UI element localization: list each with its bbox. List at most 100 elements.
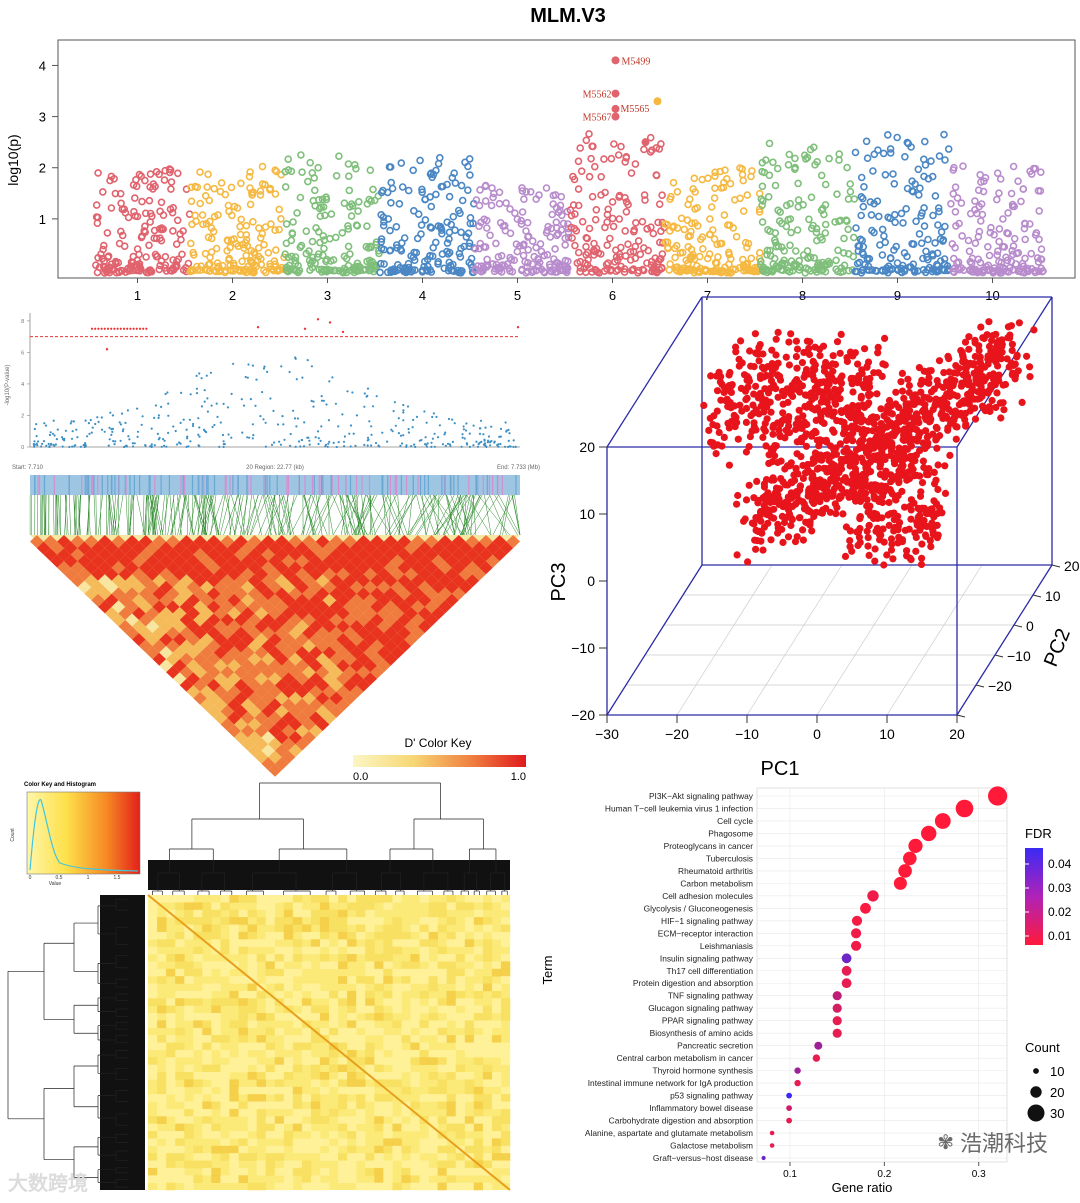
pca-point	[762, 508, 769, 515]
ld-top-point	[133, 328, 135, 330]
manhattan-point	[860, 204, 866, 210]
ld-point	[500, 428, 502, 430]
manhattan-point	[299, 169, 305, 175]
pca-point	[819, 437, 826, 444]
ld-snp-tick	[401, 475, 402, 495]
ld-point	[218, 446, 220, 448]
pca-point	[856, 515, 863, 522]
ld-snp-tick	[321, 475, 322, 495]
manhattan-point	[650, 231, 656, 237]
pca-point	[792, 538, 799, 545]
pca-point	[979, 403, 986, 410]
manhattan-xtick-label: 1	[134, 288, 141, 303]
manhattan-point	[948, 201, 954, 207]
ld-point	[292, 410, 294, 412]
ld-point	[247, 363, 249, 365]
ld-point	[325, 403, 327, 405]
ld-point	[196, 388, 198, 390]
ld-point	[166, 391, 168, 393]
manhattan-point	[941, 132, 947, 138]
pca-point	[820, 408, 827, 415]
pca-point	[821, 363, 828, 370]
pca-xtick-label: −20	[665, 726, 689, 742]
manhattan-point	[248, 201, 254, 207]
pca-ytick-label: 20	[579, 439, 595, 455]
manhattan-point	[637, 251, 643, 257]
pca-point	[885, 511, 892, 518]
ld-point	[320, 425, 322, 427]
ld-point	[336, 446, 338, 448]
manhattan-point	[788, 230, 794, 236]
manhattan-point	[593, 207, 599, 213]
pca-zlabel: PC2	[1040, 626, 1075, 670]
ld-top-point	[329, 321, 331, 323]
ld-point	[500, 436, 502, 438]
manhattan-point	[260, 164, 266, 170]
manhattan-point	[341, 200, 347, 206]
pca-point	[737, 337, 744, 344]
ld-point	[228, 433, 230, 435]
ld-top-point	[101, 328, 103, 330]
ld-point	[222, 434, 224, 436]
pca-point	[753, 478, 760, 485]
ld-point	[303, 445, 305, 447]
ld-point	[320, 440, 322, 442]
pca-point	[758, 530, 765, 537]
ld-connector	[41, 495, 42, 535]
manhattan-point	[355, 208, 361, 214]
ld-point	[351, 391, 353, 393]
ld-point	[442, 443, 444, 445]
manhattan-point	[1005, 210, 1011, 216]
ld-point	[262, 418, 264, 420]
kinship-cell	[211, 910, 220, 918]
pca-point	[757, 375, 764, 382]
manhattan-point	[497, 201, 503, 207]
pca-floor-grid	[607, 565, 1052, 715]
kinship-cell	[193, 910, 202, 918]
ld-point	[439, 424, 441, 426]
manhattan-point	[514, 249, 520, 255]
ld-snp-tick	[406, 475, 407, 495]
manhattan-point	[1009, 191, 1015, 197]
manhattan-point	[916, 192, 922, 198]
ld-point	[370, 444, 372, 446]
ld-connector	[484, 495, 491, 535]
pca-xlabel: PC1	[761, 758, 800, 780]
manhattan-point	[636, 238, 642, 244]
ld-snp-tick	[265, 475, 266, 495]
ld-point	[469, 433, 471, 435]
manhattan-point	[786, 152, 792, 158]
ld-point	[230, 437, 232, 439]
ld-point	[96, 416, 98, 418]
ld-snp-tick	[458, 475, 459, 495]
pca-point	[908, 496, 915, 503]
pca-point	[885, 432, 892, 439]
pca-point	[759, 398, 766, 405]
manhattan-point	[598, 174, 604, 180]
pca-point	[858, 393, 865, 400]
ld-point	[101, 416, 103, 418]
pca-point	[995, 337, 1002, 344]
ld-connector-lines	[30, 495, 520, 535]
ld-point	[223, 446, 225, 448]
manhattan-point	[809, 194, 815, 200]
ld-point	[348, 433, 350, 435]
pca-point	[1010, 362, 1017, 369]
pca-point	[837, 350, 844, 357]
pca-point	[724, 420, 731, 427]
ld-point	[70, 422, 72, 424]
manhattan-point	[307, 160, 313, 166]
ld-snp-tick	[396, 475, 397, 495]
ld-point	[75, 429, 77, 431]
manhattan-point	[487, 232, 493, 238]
pca-point	[864, 543, 871, 550]
ld-point	[346, 390, 348, 392]
ld-top-point	[517, 326, 519, 328]
manhattan-point	[783, 224, 789, 230]
ld-point	[48, 446, 50, 448]
pca-point	[859, 401, 866, 408]
manhattan-point	[845, 226, 851, 232]
ld-point	[461, 446, 463, 448]
pca-point	[1030, 326, 1037, 333]
